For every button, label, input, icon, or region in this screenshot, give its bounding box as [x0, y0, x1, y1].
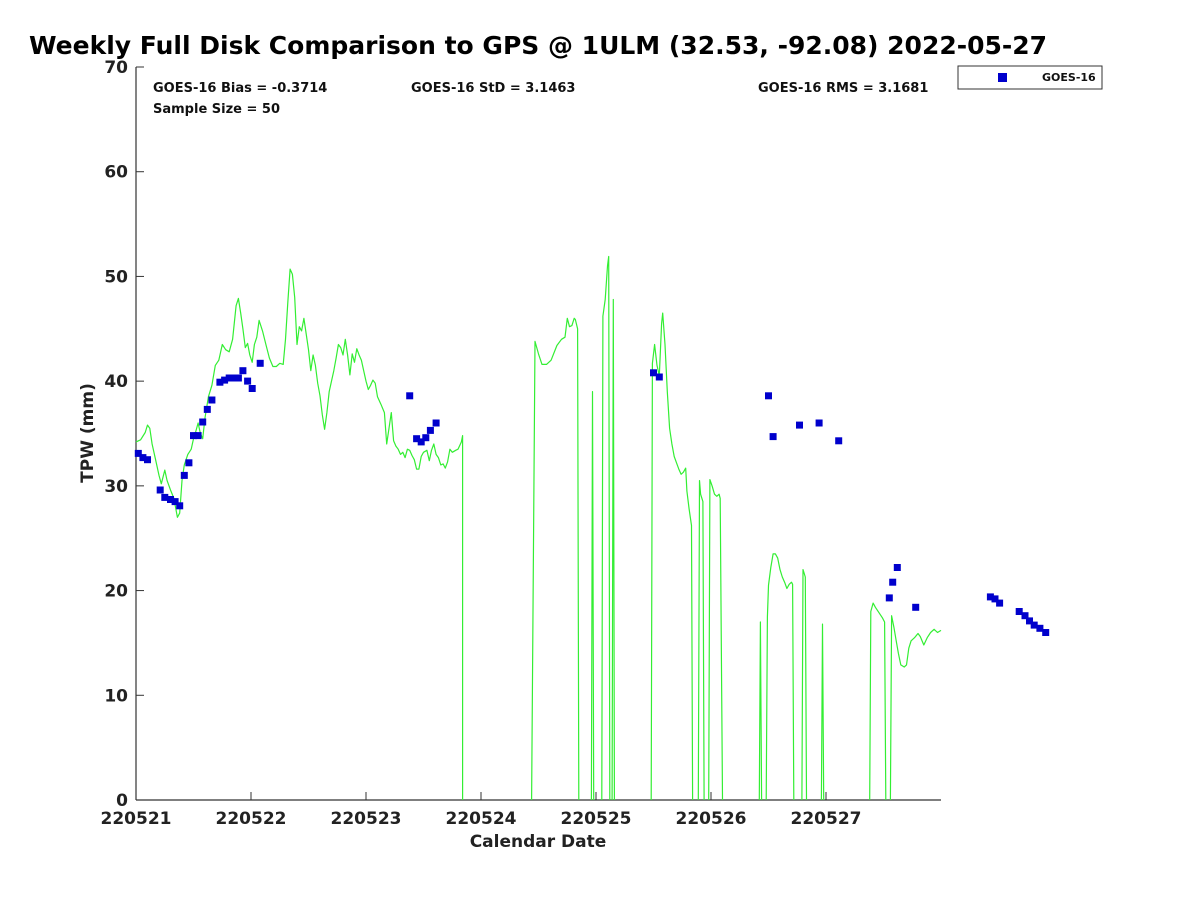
x-axis-label: Calendar Date: [470, 832, 607, 852]
goes16-point: [199, 418, 207, 426]
y-tick-label: 40: [104, 372, 128, 392]
y-tick-label: 0: [116, 791, 128, 811]
gps-line-segment: [765, 553, 795, 801]
y-tick-label: 60: [104, 163, 128, 183]
goes16-point: [815, 419, 823, 427]
goes16-point: [650, 369, 657, 377]
std-stat: GOES-16 StD = 3.1463: [411, 81, 575, 96]
goes16-point: [986, 593, 994, 601]
goes16-point: [655, 373, 663, 381]
y-tick-label: 70: [104, 58, 128, 78]
goes16-point: [426, 426, 434, 434]
gps-line-segment: [758, 621, 763, 801]
gps-line-segment: [697, 480, 705, 801]
goes16-point: [244, 377, 252, 385]
goes16-point: [230, 374, 238, 382]
goes16-point: [134, 449, 142, 457]
gps-line-segment: [708, 479, 724, 801]
goes16-point: [796, 421, 803, 429]
y-axis-label: TPW (mm): [78, 383, 98, 483]
y-tick-label: 20: [104, 582, 128, 602]
gps-line-segment: [820, 623, 825, 801]
x-ticks: 220521 220522 220523 220524 220525 220526 2205…: [101, 792, 862, 829]
legend-box: [957, 65, 1103, 90]
bias-stat: GOES-16 Bias = -0.3714: [153, 81, 327, 96]
goes16-point: [221, 376, 229, 384]
x-tick-label: 220521: [101, 809, 172, 829]
goes16-point: [1042, 629, 1050, 636]
x-tick-label: 220527: [791, 809, 862, 829]
sample-size-stat: Sample Size = 50: [153, 102, 280, 117]
x-tick-label: 220525: [561, 809, 632, 829]
gps-line-segment: [889, 615, 942, 801]
legend-marker-goes16: [998, 73, 1007, 82]
goes16-point: [194, 432, 202, 440]
legend: GOES-16: [957, 65, 1103, 90]
chart-title: Weekly Full Disk Comparison to GPS @ 1UL…: [29, 31, 1047, 60]
gps-line-segment: [590, 391, 595, 801]
gps-line-segment: [530, 317, 580, 801]
goes16-point: [765, 392, 772, 400]
x-tick-label: 220522: [216, 809, 287, 829]
goes16-point: [893, 564, 901, 571]
goes16-point: [176, 502, 184, 510]
y-tick-label: 30: [104, 477, 128, 497]
goes16-point: [889, 578, 897, 586]
gps-line-segment: [869, 602, 887, 801]
goes16-point: [139, 454, 147, 462]
legend-label-goes16: GOES-16: [1042, 71, 1096, 84]
gps-line-segment: [135, 268, 464, 800]
goes16-point: [161, 493, 169, 501]
goes16-series: [134, 359, 1050, 636]
goes16-point: [1026, 617, 1033, 625]
goes16-point: [417, 438, 425, 446]
goes16-point: [171, 498, 179, 506]
goes16-point: [885, 594, 893, 602]
x-tick-label: 220526: [676, 809, 747, 829]
goes16-point: [167, 496, 174, 503]
goes16-point: [225, 374, 233, 382]
goes16-point: [422, 434, 430, 442]
x-tick-label: 220523: [331, 809, 402, 829]
goes16-point: [769, 433, 777, 441]
goes16-point: [912, 603, 920, 611]
goes16-point: [234, 374, 242, 382]
goes16-point: [144, 456, 151, 464]
goes16-point: [991, 595, 999, 603]
goes16-point: [1036, 624, 1044, 632]
goes16-point: [180, 471, 188, 479]
y-tick-label: 50: [104, 267, 128, 287]
goes16-point: [1030, 621, 1038, 629]
gps-series: [135, 255, 942, 801]
goes16-point: [996, 599, 1004, 607]
goes16-point: [185, 459, 193, 467]
goes16-point: [216, 378, 224, 386]
goes16-point: [239, 367, 247, 375]
goes16-point: [256, 359, 264, 367]
x-tick-label: 220524: [446, 809, 517, 829]
goes16-point: [208, 396, 216, 404]
goes16-point: [190, 432, 197, 440]
goes16-point: [406, 392, 414, 400]
goes16-point: [835, 437, 843, 445]
goes16-point: [248, 385, 256, 392]
gps-line-segment: [801, 568, 808, 801]
goes16-point: [1021, 612, 1029, 620]
gps-line-segment: [611, 298, 616, 801]
gps-line-segment: [601, 255, 611, 801]
y-ticks: 0 10 20 30 40 50 60 70: [104, 58, 144, 811]
gps-line-segment: [650, 312, 694, 801]
goes16-point: [203, 405, 211, 413]
goes16-point: [156, 486, 164, 494]
y-tick-label: 10: [104, 686, 128, 706]
rms-stat: GOES-16 RMS = 3.1681: [758, 81, 928, 96]
goes16-point: [432, 419, 440, 427]
goes16-point: [1015, 608, 1023, 615]
goes16-point: [413, 435, 421, 443]
